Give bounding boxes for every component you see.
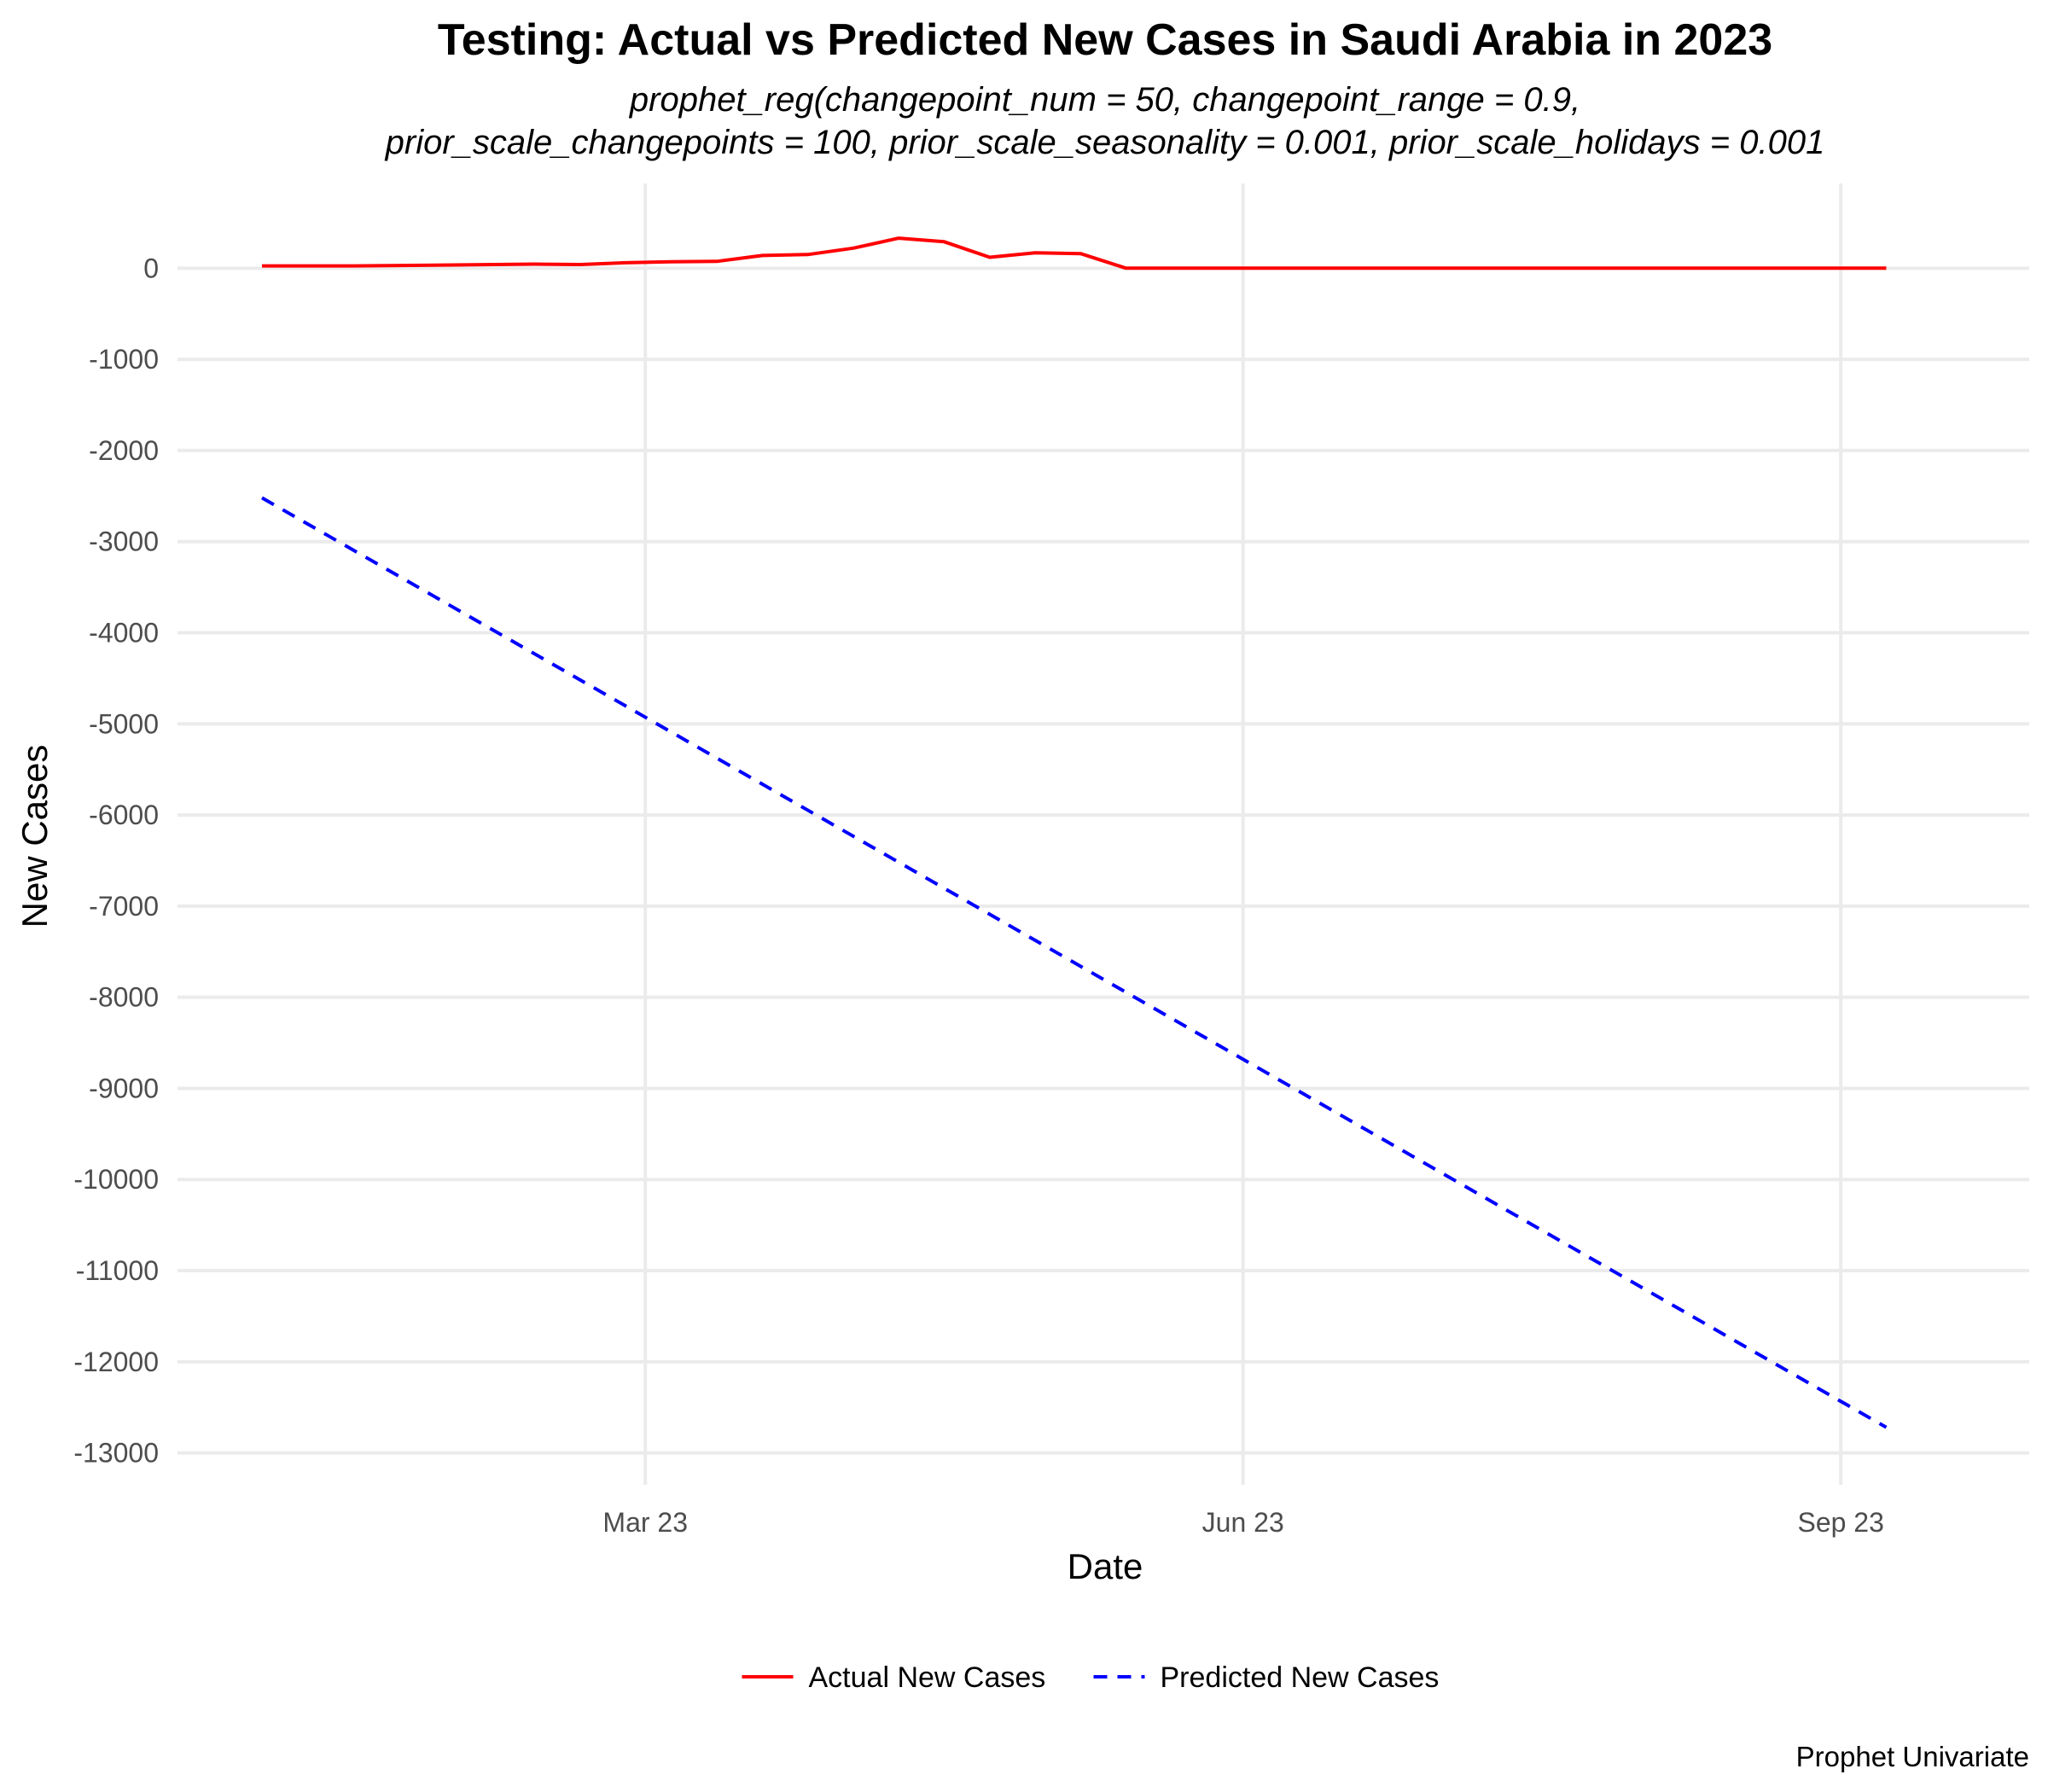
y-tick-label: -11000 [76,1255,159,1286]
y-tick-label: -6000 [89,800,159,830]
y-tick-label: -2000 [89,435,159,466]
y-tick-label: -5000 [89,708,159,739]
legend-label-actual-new-cases: Actual New Cases [809,1661,1046,1694]
y-tick-label: -7000 [89,891,159,922]
legend-label-predicted-new-cases: Predicted New Cases [1161,1661,1440,1694]
x-tick-label: Jun 23 [1202,1507,1284,1538]
y-axis-ticks: 0 -1000 -2000 -3000 -4000 -5000 -6000 -7000 -800… [73,253,159,1468]
chart-title: Testing: Actual vs Predicted New Cases i… [438,15,1772,65]
y-tick-label: 0 [143,253,159,283]
chart-subtitle-line-1: prophet_reg(changepoint_num = 50, change… [629,81,1580,119]
y-tick-label: -3000 [89,527,159,557]
x-axis-title: Date [1068,1546,1143,1586]
y-tick-label: -12000 [73,1347,159,1377]
predicted-new-cases-line [261,496,1888,1429]
series-lines [261,236,1888,1429]
chart-caption: Prophet Univariate [1796,1741,2029,1772]
y-tick-label: -8000 [89,982,159,1013]
y-tick-label: -13000 [73,1438,159,1469]
y-tick-label: -10000 [73,1164,159,1195]
x-tick-label: Sep 23 [1797,1507,1883,1538]
legend: Actual New Cases Predicted New Cases [742,1661,1440,1694]
y-tick-label: -4000 [89,617,159,648]
x-tick-label: Mar 23 [602,1507,688,1538]
y-tick-label: -9000 [89,1073,159,1103]
x-axis-ticks: Mar 23 Jun 23 Sep 23 [602,1507,1883,1538]
chart-subtitle-line-2: prior_scale_changepoints = 100, prior_sc… [385,124,1825,161]
gridlines [177,183,2029,1485]
actual-new-cases-line [262,236,1887,271]
y-axis-title: New Cases [15,745,55,928]
y-tick-label: -1000 [89,344,159,375]
